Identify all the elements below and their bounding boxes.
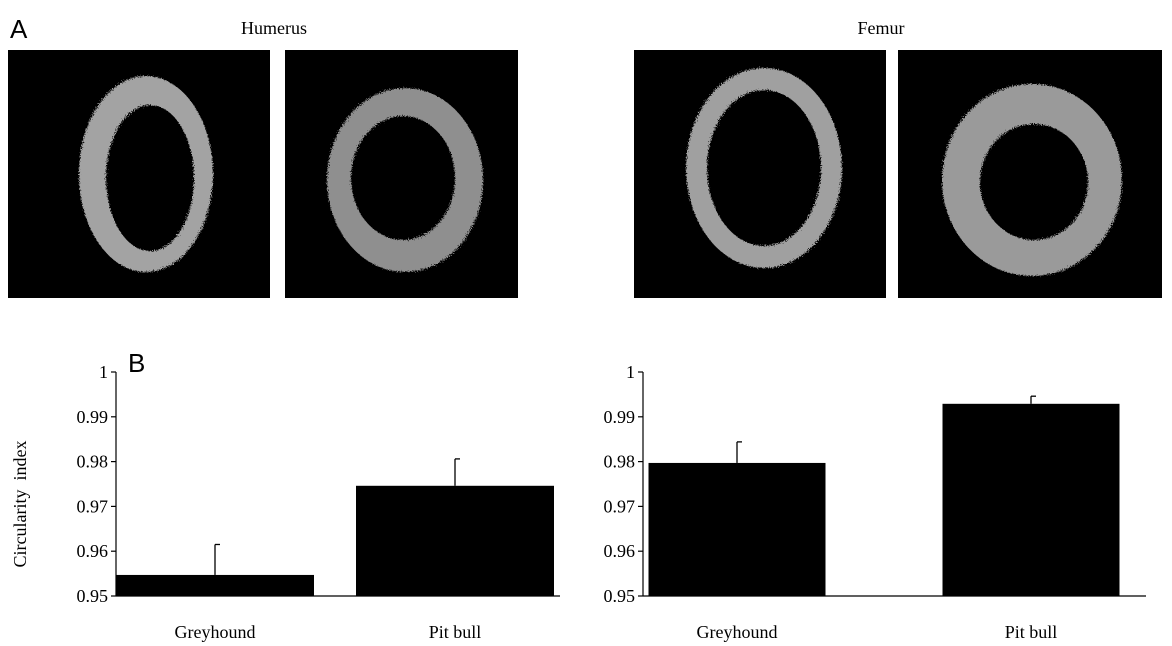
panel-label-b: B [128, 348, 146, 378]
humerus-circularity-chart: 0.95 0.96 0.97 0.98 0.99 1 Greyhound Pit bull Ci… [10, 362, 560, 642]
bar [356, 485, 554, 596]
y-tick-label: 0.95 [77, 586, 109, 606]
category-label: Pit bull [429, 622, 482, 642]
femur-title: Femur [857, 18, 905, 38]
bar [942, 403, 1120, 596]
bar [116, 574, 314, 596]
y-tick-label: 0.99 [604, 407, 636, 427]
y-tick-label: 1 [626, 362, 635, 382]
humerus-greyhound-image [8, 50, 270, 298]
y-axis-label: Circularity index [10, 441, 30, 568]
y-tick-label: 0.96 [77, 541, 109, 561]
humerus-title: Humerus [241, 18, 307, 38]
panel-label-a: A [10, 14, 28, 44]
category-label: Pit bull [1005, 622, 1058, 642]
y-tick-label: 0.97 [604, 496, 636, 516]
y-tick-label: 0.95 [604, 586, 636, 606]
bar [648, 462, 826, 596]
category-label: Greyhound [697, 622, 778, 642]
femur-circularity-chart: 0.95 0.96 0.97 0.98 0.99 1 Greyhound Pit bull [604, 362, 1146, 642]
y-tick-label: 1 [99, 362, 108, 382]
y-tick-label: 0.97 [77, 496, 109, 516]
y-tick-label: 0.98 [77, 452, 109, 472]
y-tick-label: 0.96 [604, 541, 636, 561]
category-label: Greyhound [175, 622, 256, 642]
y-tick-label: 0.99 [77, 407, 109, 427]
humerus-pitbull-image [285, 50, 518, 298]
femur-pitbull-image [898, 50, 1162, 298]
femur-greyhound-image [634, 50, 886, 298]
y-tick-label: 0.98 [604, 452, 636, 472]
